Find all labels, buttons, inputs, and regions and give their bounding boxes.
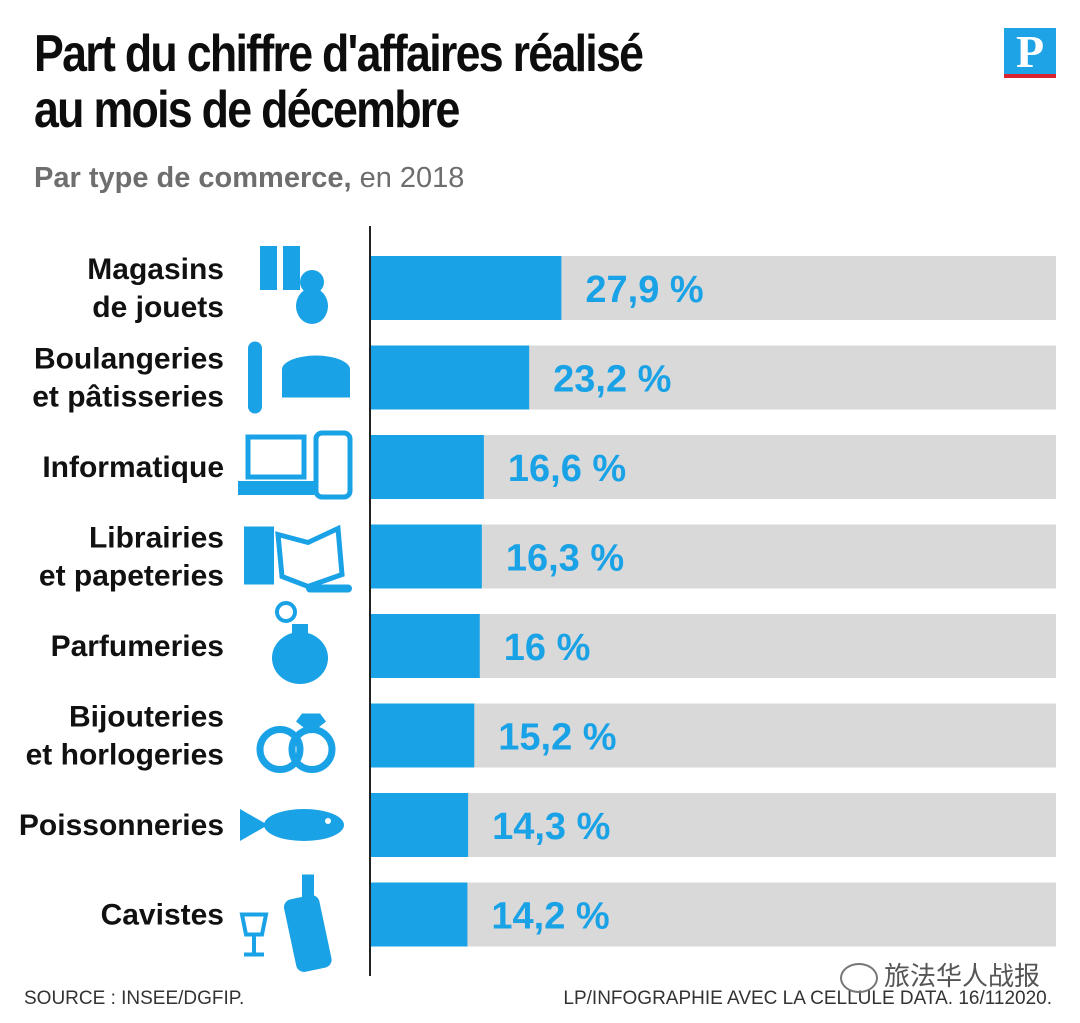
category-label-line: Librairies <box>89 522 224 555</box>
rings-icon <box>256 713 336 773</box>
wechat-icon <box>840 963 878 994</box>
value-label: 23,2 % <box>553 359 671 401</box>
category-label-line: de jouets <box>92 291 224 324</box>
value-label: 16,3 % <box>506 538 624 580</box>
category-label-line: Magasins <box>87 253 224 286</box>
title-line-1: Part du chiffre d'affaires réalisé <box>34 25 644 83</box>
subtitle-rest: en 2018 <box>351 162 465 194</box>
books-and-pen-icon <box>244 524 352 593</box>
category-label-line: et horlogeries <box>26 739 224 772</box>
bar <box>370 256 562 320</box>
category-label-line: Bijouteries <box>69 701 224 734</box>
bar <box>370 435 484 499</box>
source-note: SOURCE : INSEE/DGFIP. <box>24 988 245 1009</box>
category-label-line: Poissonneries <box>19 809 224 842</box>
watermark-text: 旅法华人战报 <box>884 961 1041 991</box>
bar <box>370 793 469 857</box>
bar-track <box>370 524 1056 589</box>
category-label-line: Boulangeries <box>34 343 224 376</box>
category-label-line: Cavistes <box>101 899 224 932</box>
bar <box>370 703 475 768</box>
title-line-2: au mois de décembre <box>34 81 460 139</box>
bar-track <box>370 435 1056 499</box>
bar <box>370 882 468 947</box>
category-label: Parfumeries <box>51 630 224 663</box>
laptop-and-phone-icon <box>238 430 353 500</box>
bar <box>370 345 530 410</box>
fish-icon <box>240 809 344 841</box>
chart-subtitle: Par type de commerce, en 2018 <box>34 162 464 195</box>
category-label-line: Informatique <box>42 451 224 484</box>
category-label-line: et pâtisseries <box>32 381 224 414</box>
perfume-bottle-icon <box>272 601 328 684</box>
value-label: 14,2 % <box>491 896 609 938</box>
chart-title: Part du chiffre d'affaires réalisé au mo… <box>34 26 808 138</box>
bar-track <box>370 882 1056 947</box>
bar-track <box>370 793 1056 857</box>
category-label: Boulangeries et pâtisseries <box>32 343 224 414</box>
value-label: 16 % <box>504 627 591 669</box>
credit-note: LP/INFOGRAPHIE AVEC LA CELLULE DATA. 16/… <box>563 988 1052 1009</box>
watermark: 旅法华人战报 <box>840 956 1041 994</box>
category-label-line: et papeteries <box>39 560 224 593</box>
bar-track <box>370 614 1056 678</box>
category-label: Magasins de jouets <box>87 253 224 324</box>
value-label: 16,6 % <box>508 448 626 490</box>
bread-and-cake-icon <box>248 341 350 414</box>
category-label-line: Parfumeries <box>51 630 224 663</box>
value-label: 14,3 % <box>492 806 610 848</box>
category-label: Librairies et papeteries <box>39 522 224 593</box>
category-label: Poissonneries <box>19 809 224 842</box>
value-label: 27,9 % <box>585 269 703 311</box>
bar-track <box>370 703 1056 768</box>
publisher-logo: P <box>1004 28 1056 78</box>
gift-and-teddy-bear-icon <box>260 246 328 324</box>
category-label: Bijouteries et horlogeries <box>26 701 224 772</box>
category-label: Informatique <box>42 451 224 484</box>
bar <box>370 614 480 678</box>
subtitle-bold: Par type de commerce, <box>34 162 352 194</box>
bar <box>370 524 482 589</box>
wine-bottle-and-glass-icon <box>239 874 332 972</box>
value-label: 15,2 % <box>498 717 616 759</box>
category-label: Cavistes <box>101 899 224 932</box>
